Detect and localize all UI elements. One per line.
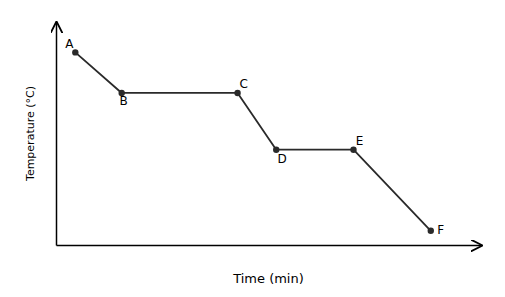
point-label: F [437,223,444,237]
y-axis [56,23,57,246]
x-axis-line [57,245,482,247]
marks [72,49,434,234]
point-label: D [278,152,287,166]
plot: A B C D E F [57,23,482,246]
point-label: B [120,94,128,108]
point-label: A [65,37,74,51]
point-label: E [356,134,364,148]
annotations: A B C D E F [65,37,444,237]
x-axis-title: Time (min) [232,271,304,286]
y-axis-line [56,23,58,246]
line [75,52,430,230]
chart: A B C D E F Time (min) Temperature (°C) [0,0,505,297]
point [428,228,434,234]
point-label: C [239,77,247,91]
y-axis-title: Temperature (°C) [24,86,37,182]
x-axis [57,245,482,246]
